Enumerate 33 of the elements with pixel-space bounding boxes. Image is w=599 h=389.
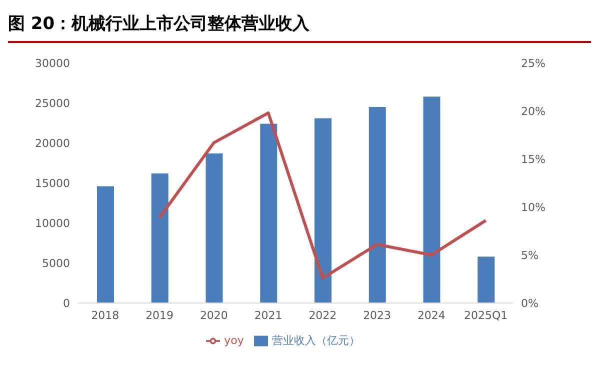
chart-title: 图 20：机械行业上市公司整体营业收入 [8,8,591,43]
line-series [158,111,488,280]
bar [97,186,114,303]
y-tick-label: 20000 [35,136,70,150]
bar [314,118,332,303]
x-tick-label: 2023 [363,308,392,322]
y-tick-label: 10000 [35,216,70,230]
x-tick-label: 2018 [91,308,120,322]
y2-tick-label: 15% [521,152,546,166]
bar [478,256,495,303]
bar [206,153,223,303]
x-tick-label: 2020 [200,308,228,322]
y2-tick-label: 0% [521,296,538,310]
bar [368,107,386,303]
y2-tick-label: 20% [521,104,546,118]
y2-tick-label: 10% [521,200,546,214]
x-tick-label: 2019 [146,308,174,322]
y-tick-label: 5000 [42,256,70,270]
y2-tick-label: 5% [521,248,538,262]
x-tick-label: 2025Q1 [464,308,508,322]
bar [151,173,168,303]
y-tick-label: 25000 [35,96,70,110]
legend-label: 营业收入（亿元） [272,334,360,347]
y2-tick-label: 25% [521,56,546,70]
y-tick-label: 15000 [35,176,70,190]
bar [260,124,278,303]
x-tick-label: 2021 [254,308,282,322]
bar [423,96,440,303]
y-tick-label: 0 [63,296,70,310]
x-tick-label: 2022 [308,308,337,322]
x-tick-label: 2024 [417,308,446,322]
legend-label: yoy [224,334,244,347]
y-tick-label: 30000 [35,56,70,70]
